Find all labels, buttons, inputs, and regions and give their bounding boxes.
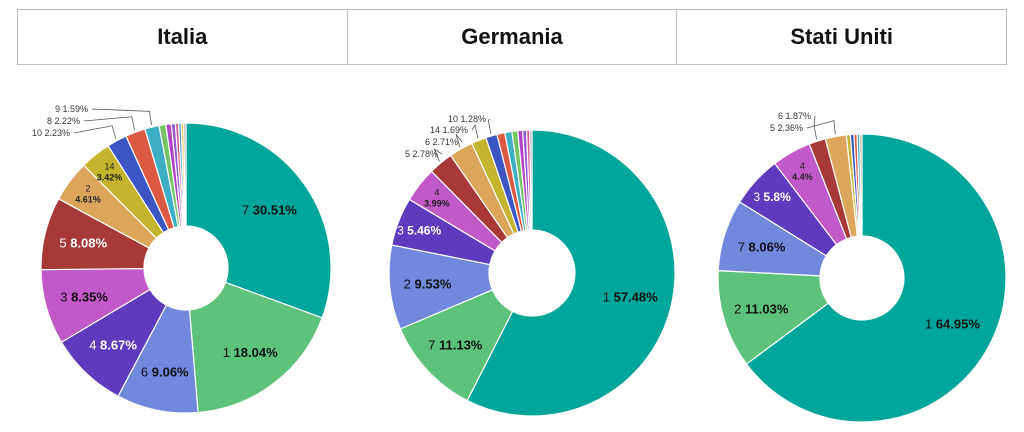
header-stati-uniti: Stati Uniti xyxy=(676,9,1007,65)
slice-label-italia-7: 14 3.42% xyxy=(97,162,123,183)
leader-line-germania-7 xyxy=(471,123,479,139)
header-row: Italia Germania Stati Uniti xyxy=(17,9,1007,65)
slice-label-stati-uniti-3: 3 5.8% xyxy=(753,190,791,204)
labels-italia: 7 30.51% 1 18.04% 6 9.06% 4 8.67% 3 8.35% 5 8… xyxy=(32,104,297,380)
slice-label-italia-6: 2 4.61% xyxy=(75,184,101,205)
header-italia: Italia xyxy=(17,9,348,65)
leader-line-italia-8 xyxy=(73,125,117,139)
leader-line-germania-5 xyxy=(433,148,443,162)
slice-label-italia-0: 7 30.51% xyxy=(242,203,297,218)
labels-stati-uniti: 1 64.95% 2 11.03% 7 8.06% 3 5.8%4 4.4% 6 1.87… xyxy=(734,111,980,331)
slice-label-stati-uniti-6: 5 2.36% xyxy=(770,123,803,133)
donut-hole-stati-uniti xyxy=(820,236,904,320)
donut-chart-stati-uniti: 1 64.95% 2 11.03% 7 8.06% 3 5.8%4 4.4% 6 1.87… xyxy=(717,111,1007,423)
leader-line-italia-10 xyxy=(91,108,152,126)
slice-label-italia-4: 3 8.35% xyxy=(60,290,108,305)
slice-label-germania-7: 14 1.69% xyxy=(430,125,468,135)
slice-label-stati-uniti-5: 6 1.87% xyxy=(778,111,811,121)
donut-chart-germania: 1 57.48% 7 11.13% 2 9.53% 3 5.46% 4 3.99% 5 2.… xyxy=(388,114,676,417)
leader-line-stati-uniti-6 xyxy=(806,120,836,135)
header-germania: Germania xyxy=(346,9,678,65)
slice-label-italia-10: 9 1.59% xyxy=(55,104,88,114)
slice-label-italia-9: 8 2.22% xyxy=(47,116,80,126)
slice-label-stati-uniti-1: 2 11.03% xyxy=(734,302,789,317)
slice-label-germania-0: 1 57.48% xyxy=(603,290,658,305)
donut-chart-italia: 7 30.51% 1 18.04% 6 9.06% 4 8.67% 3 8.35% 5 8… xyxy=(32,104,332,414)
leader-line-stati-uniti-5 xyxy=(813,115,817,140)
slice-label-stati-uniti-0: 1 64.95% xyxy=(925,316,980,331)
slice-label-germania-3: 3 5.46% xyxy=(397,223,441,237)
labels-germania: 1 57.48% 7 11.13% 2 9.53% 3 5.46% 4 3.99% 5 2.… xyxy=(397,114,658,353)
slice-label-italia-5: 5 8.08% xyxy=(59,236,107,251)
leader-line-germania-8 xyxy=(488,118,492,135)
slice-label-stati-uniti-2: 7 8.06% xyxy=(738,240,786,255)
slice-label-germania-5: 5 2.78% xyxy=(405,149,438,159)
country-header-table: Italia Germania Stati Uniti xyxy=(17,9,1007,65)
slice-label-germania-8: 10 1.28% xyxy=(448,114,486,124)
leader-line-germania-6 xyxy=(455,133,463,148)
slice-label-germania-1: 7 11.13% xyxy=(428,338,483,353)
donut-hole-germania xyxy=(489,230,575,316)
slice-label-germania-4: 4 3.99% xyxy=(424,187,450,208)
slice-label-italia-3: 4 8.67% xyxy=(89,338,137,353)
donut-hole-italia xyxy=(144,226,228,310)
slice-label-germania-2: 2 9.53% xyxy=(404,277,452,292)
slice-label-italia-8: 10 2.23% xyxy=(32,128,70,138)
leader-line-italia-9 xyxy=(83,116,135,131)
slice-label-stati-uniti-4: 4 4.4% xyxy=(792,161,813,182)
slice-label-italia-2: 6 9.06% xyxy=(141,365,189,380)
slice-label-italia-1: 1 18.04% xyxy=(223,345,278,360)
slice-label-germania-6: 6 2.71% xyxy=(425,137,458,147)
